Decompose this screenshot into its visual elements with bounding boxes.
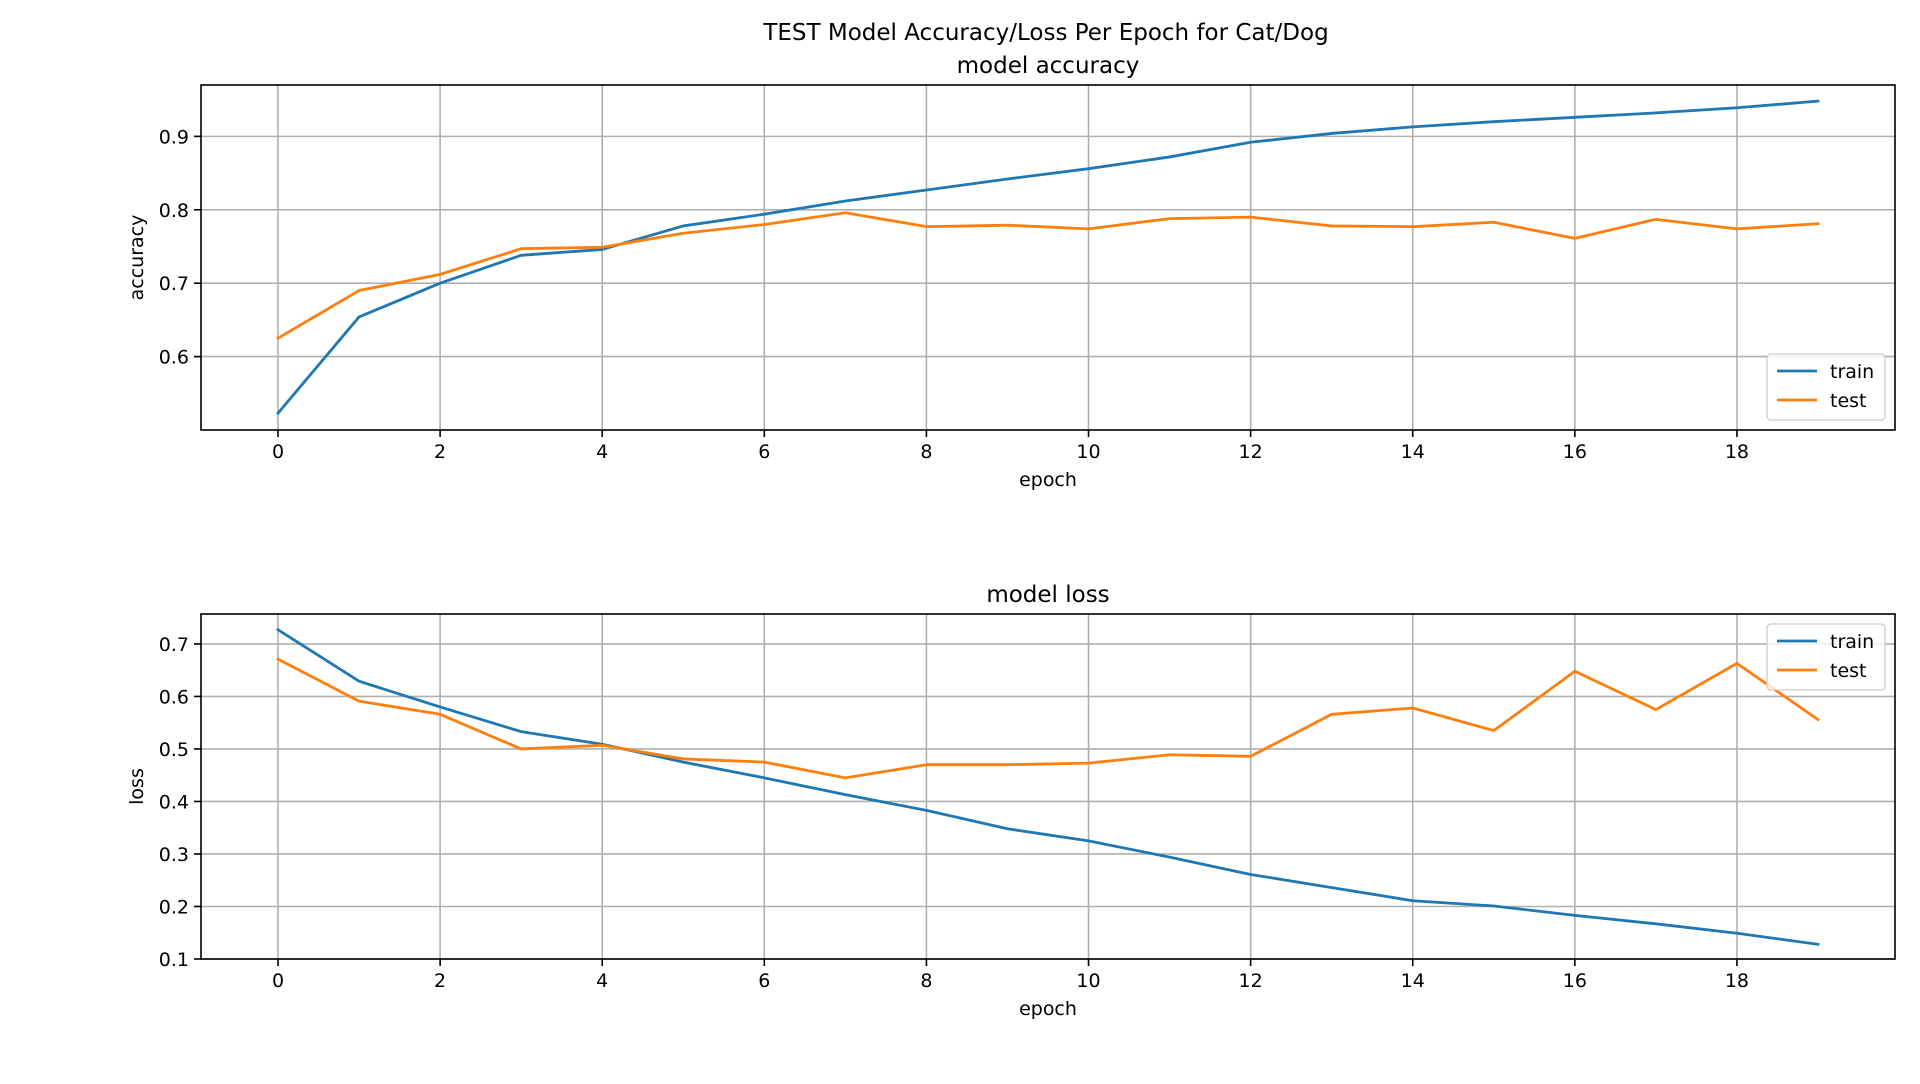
loss-x-tick-label: 6 bbox=[758, 970, 770, 992]
loss-legend: train test bbox=[1766, 623, 1886, 691]
accuracy-legend-label-test: test bbox=[1830, 390, 1867, 412]
accuracy-x-tick-label: 16 bbox=[1563, 441, 1587, 463]
accuracy-x-tick-label: 2 bbox=[434, 441, 446, 463]
accuracy-x-tick-label: 12 bbox=[1239, 441, 1263, 463]
accuracy-y-axis-label: accuracy bbox=[126, 215, 148, 301]
accuracy-y-tick-label: 0.7 bbox=[159, 273, 189, 295]
loss-x-tick-label: 10 bbox=[1076, 970, 1100, 992]
loss-chart: 0 2 4 6 8 10 12 14 16 18 0.1 0.2 0.3 0.4 0.5 0.6 0.7 mode… bbox=[126, 582, 1896, 1020]
accuracy-legend: train test bbox=[1766, 353, 1886, 421]
accuracy-series-train-line bbox=[276, 99, 1820, 416]
loss-series-test-line bbox=[276, 657, 1820, 780]
loss-y-tick-label: 0.2 bbox=[159, 896, 189, 918]
loss-y-tick-label: 0.4 bbox=[159, 791, 189, 813]
loss-y-axis-label: loss bbox=[126, 768, 148, 805]
loss-x-tick-label: 16 bbox=[1563, 970, 1587, 992]
accuracy-x-tick-label: 14 bbox=[1401, 441, 1425, 463]
loss-axes-frame bbox=[200, 613, 1896, 960]
accuracy-y-tick-label: 0.6 bbox=[159, 347, 189, 369]
loss-x-axis-label: epoch bbox=[1019, 998, 1077, 1020]
accuracy-x-tick-label: 6 bbox=[758, 441, 770, 463]
accuracy-chart-title: model accuracy bbox=[957, 53, 1140, 79]
loss-x-tick-label: 14 bbox=[1401, 970, 1425, 992]
accuracy-x-tick-label: 8 bbox=[920, 441, 932, 463]
figure-suptitle: TEST Model Accuracy/Loss Per Epoch for C… bbox=[762, 20, 1328, 46]
loss-y-tick-label: 0.1 bbox=[159, 949, 189, 971]
loss-x-tick-label: 0 bbox=[272, 970, 284, 992]
accuracy-y-tick-label: 0.8 bbox=[159, 200, 189, 222]
accuracy-chart: 0 2 4 6 8 10 12 14 16 18 0.6 0.7 0.8 0.9 model accurac… bbox=[126, 53, 1896, 491]
loss-y-tick-label: 0.5 bbox=[159, 739, 189, 761]
loss-y-tick-label: 0.6 bbox=[159, 686, 189, 708]
loss-legend-label-test: test bbox=[1830, 660, 1867, 682]
loss-x-tick-label: 8 bbox=[920, 970, 932, 992]
accuracy-x-axis-label: epoch bbox=[1019, 469, 1077, 491]
loss-x-tick-label: 2 bbox=[434, 970, 446, 992]
accuracy-y-tick-label: 0.9 bbox=[159, 126, 189, 148]
loss-chart-title: model loss bbox=[986, 582, 1109, 608]
accuracy-x-tick-label: 18 bbox=[1725, 441, 1749, 463]
accuracy-series-test-line bbox=[276, 211, 1820, 341]
loss-y-tick-label: 0.7 bbox=[159, 634, 189, 656]
loss-x-tick-label: 12 bbox=[1239, 970, 1263, 992]
accuracy-axes-frame bbox=[200, 84, 1896, 431]
loss-x-tick-label: 18 bbox=[1725, 970, 1749, 992]
loss-series-train-line bbox=[276, 627, 1820, 946]
loss-y-tick-label: 0.3 bbox=[159, 844, 189, 866]
accuracy-x-tick-label: 10 bbox=[1076, 441, 1100, 463]
accuracy-x-tick-label: 4 bbox=[596, 441, 608, 463]
loss-legend-label-train: train bbox=[1830, 631, 1874, 653]
loss-x-tick-label: 4 bbox=[596, 970, 608, 992]
accuracy-legend-label-train: train bbox=[1830, 361, 1874, 383]
accuracy-x-tick-label: 0 bbox=[272, 441, 284, 463]
